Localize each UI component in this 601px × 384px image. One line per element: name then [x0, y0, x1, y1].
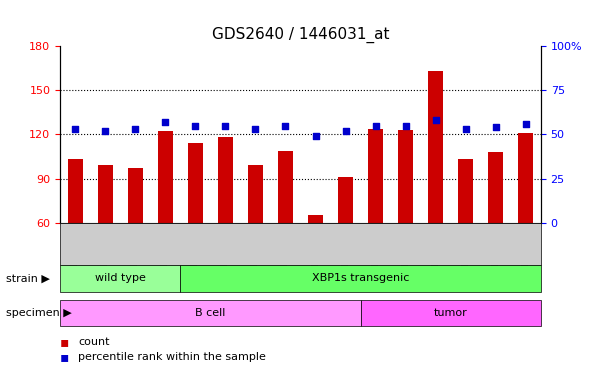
- Bar: [368, 129, 383, 223]
- Bar: [218, 137, 233, 223]
- Bar: [127, 168, 143, 223]
- Text: ▪: ▪: [60, 335, 70, 349]
- Bar: [248, 165, 263, 223]
- Point: [401, 122, 410, 129]
- Point: [100, 128, 110, 134]
- Bar: [308, 215, 323, 223]
- Text: wild type: wild type: [95, 273, 145, 283]
- Bar: [157, 131, 173, 223]
- Point: [311, 133, 320, 139]
- Bar: [188, 143, 203, 223]
- Bar: [398, 130, 413, 223]
- Bar: [338, 177, 353, 223]
- Point: [431, 117, 441, 123]
- Text: tumor: tumor: [434, 308, 468, 318]
- Point: [221, 122, 230, 129]
- Bar: [97, 165, 113, 223]
- Point: [371, 122, 380, 129]
- Bar: [488, 152, 503, 223]
- Bar: [278, 151, 293, 223]
- Point: [160, 119, 170, 125]
- Point: [491, 124, 501, 131]
- Text: count: count: [78, 337, 109, 347]
- Point: [251, 126, 260, 132]
- Point: [191, 122, 200, 129]
- Point: [130, 126, 140, 132]
- Point: [341, 128, 350, 134]
- Point: [70, 126, 80, 132]
- Text: ▪: ▪: [60, 350, 70, 364]
- Bar: [428, 71, 443, 223]
- Text: percentile rank within the sample: percentile rank within the sample: [78, 352, 266, 362]
- Point: [461, 126, 471, 132]
- Text: strain ▶: strain ▶: [6, 273, 50, 283]
- Text: specimen ▶: specimen ▶: [6, 308, 72, 318]
- Point: [521, 121, 531, 127]
- Point: [281, 122, 290, 129]
- Text: B cell: B cell: [195, 308, 225, 318]
- Bar: [518, 133, 534, 223]
- Text: XBP1s transgenic: XBP1s transgenic: [312, 273, 409, 283]
- Text: GDS2640 / 1446031_at: GDS2640 / 1446031_at: [212, 27, 389, 43]
- Bar: [67, 159, 82, 223]
- Bar: [458, 159, 474, 223]
